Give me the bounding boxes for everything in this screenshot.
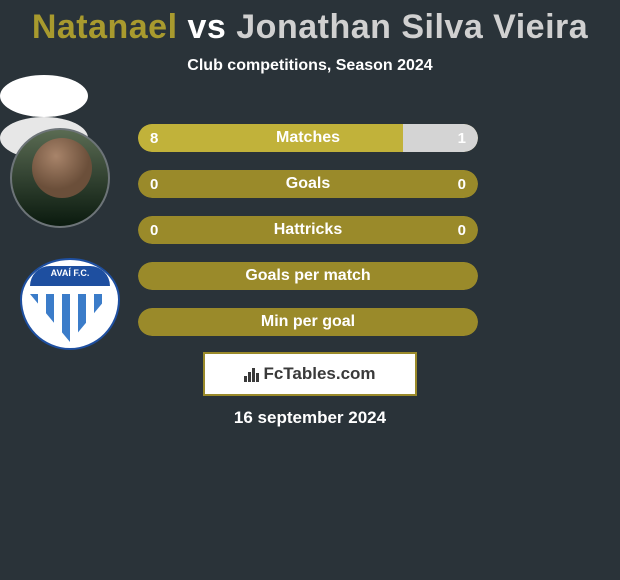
club-badge-label: AVAÍ F.C.: [22, 268, 118, 278]
player2-avatar-top: [0, 75, 88, 117]
stat-row: Matches8 1: [138, 124, 478, 152]
brand-box[interactable]: FcTables.com: [203, 352, 417, 396]
stat-label: Min per goal: [138, 308, 478, 336]
stat-value-right: 0: [458, 170, 466, 198]
title-player2: Jonathan Silva Vieira: [236, 8, 588, 46]
stat-row: Hattricks0 0: [138, 216, 478, 244]
page-title: Natanael vs Jonathan Silva Vieira: [0, 0, 620, 47]
stat-row: Goals0 0: [138, 170, 478, 198]
stat-label: Goals per match: [138, 262, 478, 290]
stat-row: Min per goal: [138, 308, 478, 336]
chart-icon: [244, 366, 259, 382]
stat-label: Goals: [138, 170, 478, 198]
brand-text: FcTables.com: [263, 364, 375, 384]
stats-container: Matches81Goals00Hattricks00Goals per mat…: [138, 124, 478, 354]
player1-avatar: [10, 128, 110, 228]
stat-value-left: 8: [150, 124, 158, 152]
stat-row: Goals per match: [138, 262, 478, 290]
stat-label: Hattricks: [138, 216, 478, 244]
title-vs: vs: [178, 8, 237, 46]
subtitle: Club competitions, Season 2024: [0, 57, 620, 75]
stat-value-right: 0: [458, 216, 466, 244]
stat-value-left: 0: [150, 170, 158, 198]
stat-value-left: 0: [150, 216, 158, 244]
club-badge: AVAÍ F.C.: [20, 258, 120, 350]
title-player1: Natanael: [32, 8, 178, 46]
stat-value-right: 1: [458, 124, 466, 152]
date: 16 september 2024: [0, 408, 620, 428]
stat-label: Matches: [138, 124, 478, 152]
